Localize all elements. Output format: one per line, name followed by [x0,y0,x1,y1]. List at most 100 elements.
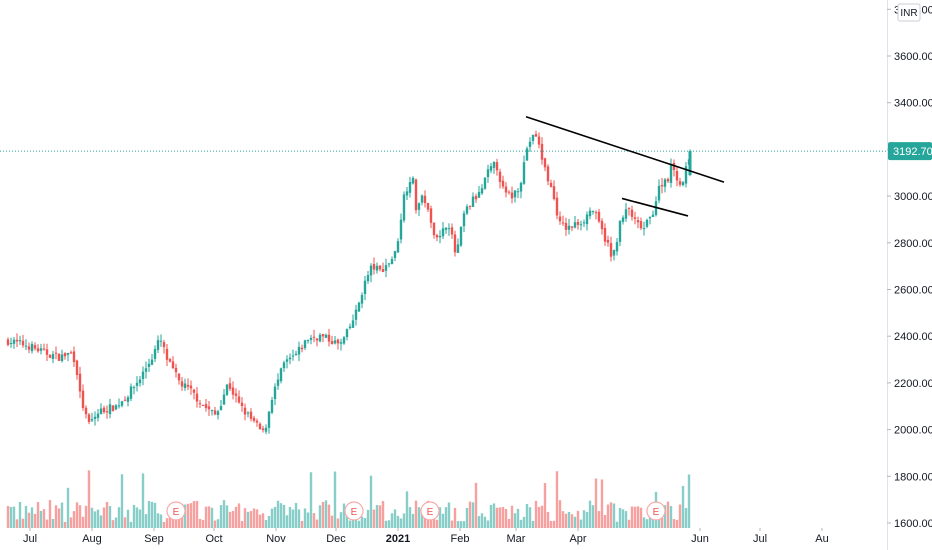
candle-body [270,400,274,413]
candle-body [93,416,97,419]
candle [492,161,496,174]
volume-bar [462,521,466,528]
volume-bar [636,506,640,528]
volume-bar [63,521,67,528]
candle-body [222,394,226,405]
candle [234,388,238,403]
candle-body [252,417,256,421]
candle [387,262,391,268]
volume-bar [129,521,133,528]
candle [573,216,577,229]
candle-body [549,182,553,187]
candle-body [183,383,187,389]
candle-body [624,209,628,219]
candle [54,346,58,360]
candle-body [90,419,94,421]
candle [381,262,385,273]
volume-bar [366,509,370,528]
candle-body [87,414,91,422]
candle [402,191,406,223]
descending-trendline[interactable] [525,115,725,183]
candle [135,376,139,392]
candle [66,352,70,362]
volume-bar [411,513,415,528]
volume-bar [447,502,451,528]
candle-body [564,222,568,230]
candle-body [24,345,28,347]
candle [51,350,55,364]
candle-body [9,342,13,345]
volume-bar [513,513,517,528]
earnings-marker[interactable]: E [646,501,666,521]
volume-bar [210,507,214,528]
candle-body [15,339,19,342]
volume-bar [570,514,574,528]
candle [96,409,100,422]
candle-body [480,188,484,194]
candle [408,176,412,198]
earnings-marker[interactable]: E [166,501,186,521]
candle-body [246,412,250,414]
volume-bar [327,504,331,528]
candle-body [597,211,601,222]
candle-body [27,346,31,350]
volume-bar [51,518,55,528]
volume-bar [498,507,502,528]
candle-body [267,411,271,428]
candle-body [366,275,370,282]
candle [141,366,145,386]
earnings-marker[interactable]: E [344,501,364,521]
candle-body [585,214,589,225]
candle [666,177,670,184]
candle [198,399,202,408]
candle-body [456,244,460,253]
time-axis[interactable]: Jul Aug Sep Oct Nov Dec 2021 Feb Mar Apr Jun Jul Au [23,528,829,545]
candle-body [60,354,64,361]
volume-bar [33,513,37,528]
volume-bar [624,511,628,528]
candle [282,360,286,372]
candle-body [510,192,514,199]
candle [498,168,502,189]
volume-bar [408,507,412,528]
volume-bar [204,506,208,528]
volume-bar [228,511,232,528]
candle [591,210,595,215]
candle [168,357,172,363]
volume-bar [48,500,52,528]
time-tick-label: Feb [451,533,470,545]
short-trendline[interactable] [621,197,689,217]
candle [243,403,247,421]
volume-bar [264,519,268,528]
volume-bar [234,506,238,528]
earnings-marker[interactable]: E [420,501,440,521]
candle [276,373,280,390]
volume-bar [477,516,481,528]
volume-bar [378,505,382,528]
candle [393,250,397,262]
volume-bar [75,502,79,528]
candle-body [327,334,331,342]
volume-bar [120,474,124,528]
time-tick-label: Jun [691,533,709,545]
candle [360,292,364,309]
candle-body [414,179,418,211]
candle-body [363,280,367,295]
price-axis[interactable]: 1600.00 1800.00 2000.00 2200.00 2400.00 2600.… [887,4,932,530]
currency-badge[interactable]: INR [897,3,921,22]
candle-body [369,265,373,276]
candle-body [162,342,166,348]
volume-bar [573,516,577,528]
candle-body [321,333,325,337]
candle-body [117,405,121,407]
time-tick-label: Oct [205,533,222,545]
candle [390,256,394,265]
candle-body [354,309,358,320]
candle [504,182,508,198]
candle [294,350,298,356]
volume-bar [474,482,478,528]
volume-bar [489,504,493,528]
volume-bar [162,521,166,528]
candle [189,380,193,395]
